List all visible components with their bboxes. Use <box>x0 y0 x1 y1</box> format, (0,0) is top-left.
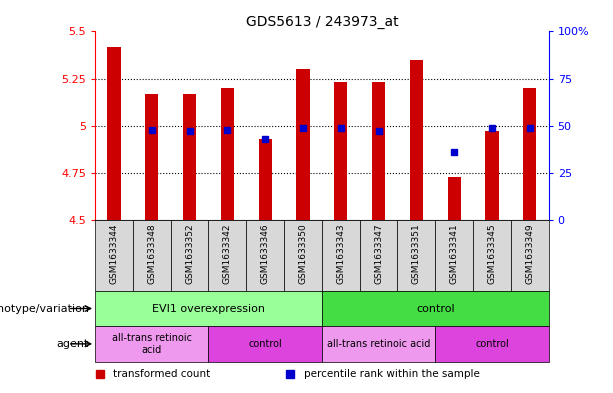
Text: GSM1633346: GSM1633346 <box>261 224 270 284</box>
Bar <box>95 220 133 291</box>
Text: percentile rank within the sample: percentile rank within the sample <box>303 369 479 379</box>
Bar <box>447 177 461 220</box>
Bar <box>208 326 322 362</box>
Bar <box>183 94 196 220</box>
Text: transformed count: transformed count <box>113 369 210 379</box>
Text: genotype/variation: genotype/variation <box>0 303 89 314</box>
Text: control: control <box>475 339 509 349</box>
Bar <box>435 220 473 291</box>
Text: GSM1633342: GSM1633342 <box>223 224 232 284</box>
Text: control: control <box>416 303 455 314</box>
Bar <box>95 291 322 326</box>
Bar <box>409 60 423 220</box>
Bar <box>360 220 397 291</box>
Bar <box>435 326 549 362</box>
Text: GSM1633351: GSM1633351 <box>412 224 421 285</box>
Text: GSM1633343: GSM1633343 <box>336 224 345 284</box>
Bar <box>107 46 121 220</box>
Bar <box>322 326 435 362</box>
Text: GSM1633341: GSM1633341 <box>449 224 459 284</box>
Bar <box>397 220 435 291</box>
Bar <box>322 220 360 291</box>
Text: GSM1633352: GSM1633352 <box>185 224 194 284</box>
Title: GDS5613 / 243973_at: GDS5613 / 243973_at <box>246 15 398 29</box>
Bar <box>95 326 208 362</box>
Bar <box>485 131 498 220</box>
Bar <box>259 139 272 220</box>
Bar <box>523 88 536 220</box>
Bar <box>473 220 511 291</box>
Bar <box>334 83 348 220</box>
Bar <box>511 220 549 291</box>
Text: control: control <box>248 339 282 349</box>
Text: all-trans retinoic
acid: all-trans retinoic acid <box>112 333 192 354</box>
Text: GSM1633348: GSM1633348 <box>147 224 156 284</box>
Bar <box>170 220 208 291</box>
Bar <box>284 220 322 291</box>
Bar <box>208 220 246 291</box>
Bar <box>372 83 385 220</box>
Text: EVI1 overexpression: EVI1 overexpression <box>152 303 265 314</box>
Bar <box>296 69 310 220</box>
Text: GSM1633344: GSM1633344 <box>109 224 118 284</box>
Bar <box>145 94 158 220</box>
Bar <box>221 88 234 220</box>
Bar <box>133 220 170 291</box>
Bar <box>322 291 549 326</box>
Text: GSM1633350: GSM1633350 <box>299 224 308 285</box>
Text: all-trans retinoic acid: all-trans retinoic acid <box>327 339 430 349</box>
Text: GSM1633349: GSM1633349 <box>525 224 535 284</box>
Text: agent: agent <box>56 339 89 349</box>
Text: GSM1633347: GSM1633347 <box>374 224 383 284</box>
Text: GSM1633345: GSM1633345 <box>487 224 497 284</box>
Bar <box>246 220 284 291</box>
